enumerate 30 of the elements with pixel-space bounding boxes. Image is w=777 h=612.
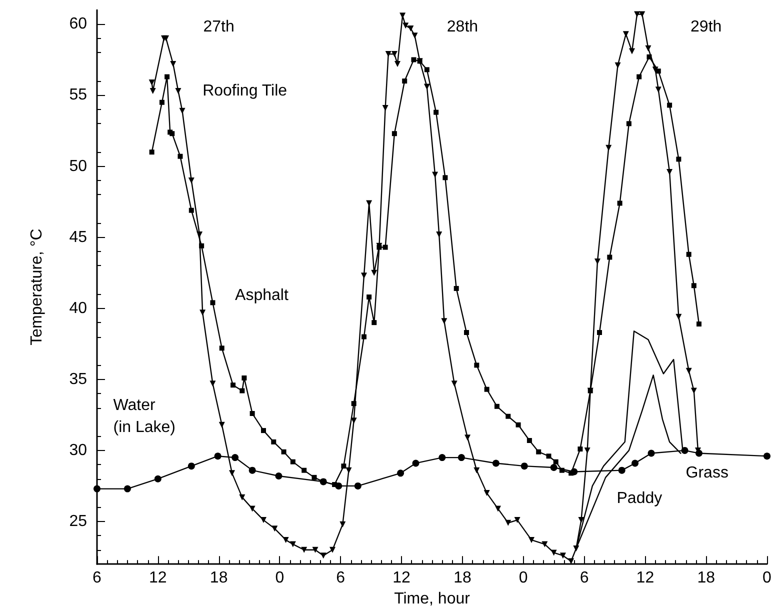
y-tick-label: 60 [69, 16, 88, 33]
x-tick-label: 18 [697, 570, 716, 587]
series-label: Paddy [616, 490, 662, 508]
x-tick-label: 12 [636, 570, 654, 587]
series-label: Asphalt [235, 287, 289, 304]
series-label: Roofing Tile [202, 82, 288, 100]
y-tick-label: 30 [69, 442, 88, 459]
annotation: 27th [203, 18, 234, 36]
y-tick-label: 50 [69, 158, 88, 175]
x-tick-label: 6 [336, 570, 346, 587]
y-tick-label: 25 [69, 512, 88, 530]
y-tick-label: 35 [69, 370, 88, 388]
x-tick-label: 0 [518, 570, 528, 587]
x-tick-label: 18 [210, 570, 228, 587]
y-axis-title: Temperature, °C [28, 228, 46, 346]
annotation: 29th [690, 18, 722, 36]
y-tick-label: 40 [69, 300, 88, 317]
x-tick-label: 6 [580, 570, 589, 587]
x-tick-label: 0 [762, 570, 772, 587]
x-tick-label: 18 [454, 570, 472, 587]
y-tick-label: 55 [69, 86, 88, 104]
annotation: 28th [446, 18, 478, 36]
series-label: Water (in Lake) [113, 396, 176, 436]
series-label: Grass [686, 464, 728, 482]
x-tick-label: 6 [92, 570, 102, 587]
x-axis-title: Time, hour [394, 590, 471, 608]
y-tick-label: 45 [69, 228, 88, 246]
x-tick-label: 12 [392, 570, 411, 587]
x-tick-label: 12 [149, 570, 167, 587]
x-tick-label: 0 [275, 570, 284, 587]
